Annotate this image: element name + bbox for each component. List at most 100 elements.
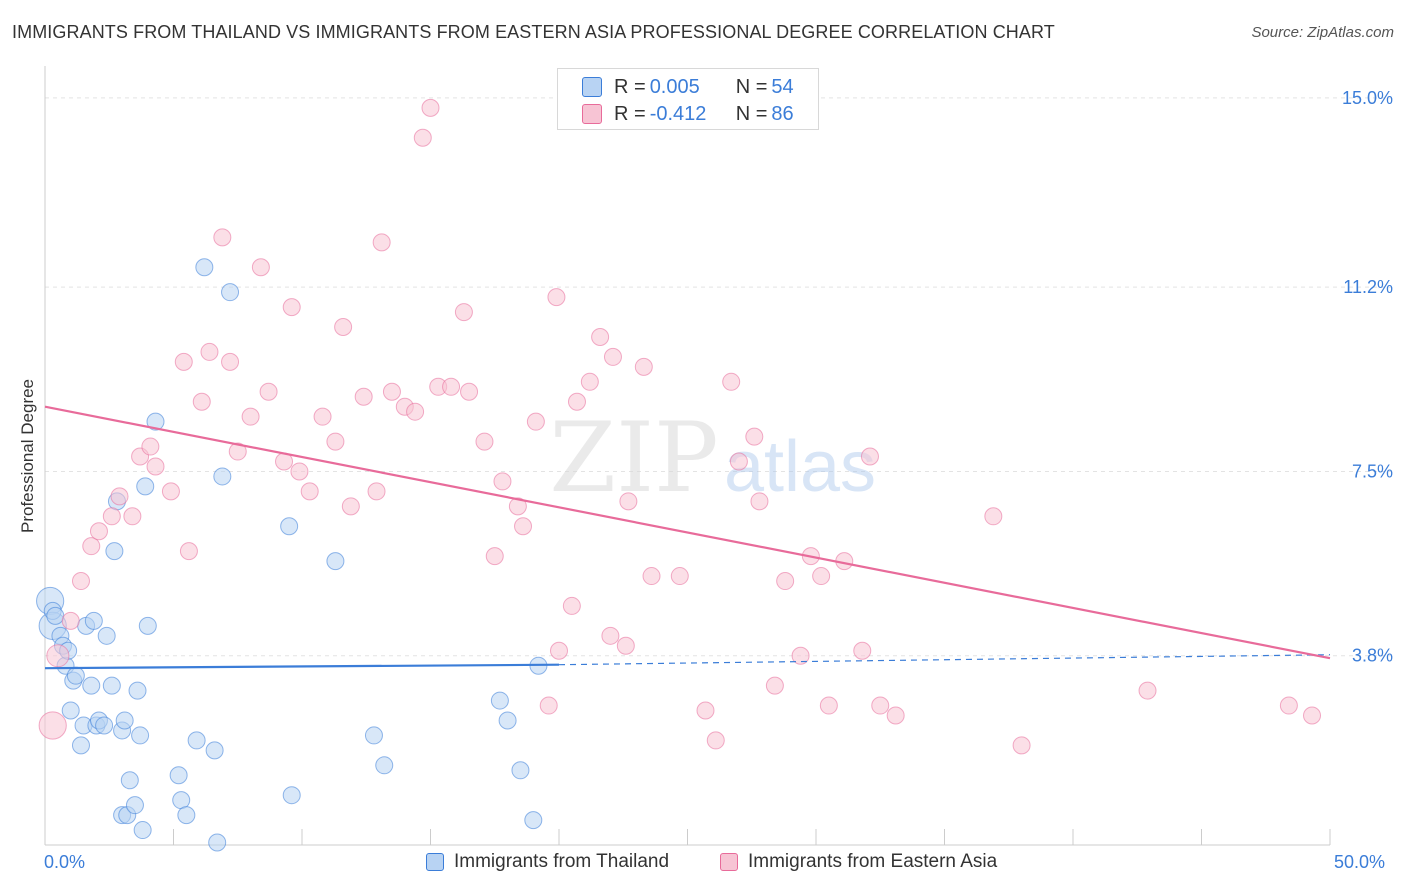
y-tick-label-2: 11.2% bbox=[1343, 277, 1393, 297]
thailand-point bbox=[490, 691, 509, 710]
thailand-point bbox=[282, 786, 301, 805]
thailand-point bbox=[169, 766, 188, 785]
eastern-asia-point bbox=[241, 407, 260, 426]
eastern-asia-point bbox=[313, 407, 332, 426]
stats-row-eastern-asia: R = -0.412 N = 86 bbox=[582, 101, 794, 127]
thailand-point bbox=[131, 726, 150, 745]
thailand-point bbox=[524, 811, 543, 830]
eastern-asia-point bbox=[791, 646, 810, 665]
stats-row-thailand: R = 0.005 N = 54 bbox=[582, 74, 794, 100]
eastern-asia-point bbox=[1012, 736, 1031, 755]
eastern-asia-point bbox=[634, 357, 653, 376]
thailand-point bbox=[46, 606, 65, 625]
eastern-asia-point bbox=[601, 626, 620, 645]
stats-n-value: 54 bbox=[771, 75, 794, 98]
thailand-point bbox=[66, 666, 85, 685]
eastern-asia-point bbox=[539, 696, 558, 715]
eastern-asia-point bbox=[123, 507, 142, 526]
y-tick-label-0: 3.8% bbox=[1352, 646, 1393, 666]
eastern-asia-point bbox=[454, 303, 473, 322]
eastern-asia-point bbox=[413, 128, 432, 147]
eastern-asia-point bbox=[300, 482, 319, 501]
eastern-asia-point bbox=[146, 457, 165, 476]
eastern-asia-point bbox=[251, 258, 270, 277]
eastern-asia-point bbox=[603, 347, 622, 366]
stats-n-label: N = bbox=[735, 75, 768, 98]
eastern-asia-point bbox=[670, 567, 689, 586]
eastern-asia-point bbox=[110, 487, 129, 506]
eastern-asia-point bbox=[334, 318, 353, 337]
eastern-asia-point bbox=[382, 382, 401, 401]
eastern-asia-point bbox=[341, 497, 360, 516]
eastern-asia-point bbox=[1279, 696, 1298, 715]
thailand-point bbox=[84, 611, 103, 630]
thailand-point bbox=[95, 716, 114, 735]
eastern-asia-point bbox=[984, 507, 1003, 526]
eastern-asia-point bbox=[514, 517, 533, 536]
eastern-asia-point bbox=[750, 492, 769, 511]
eastern-asia-point bbox=[61, 611, 80, 630]
x-tick-label-min: 0.0% bbox=[44, 852, 86, 872]
eastern-asia-point bbox=[812, 567, 831, 586]
eastern-asia-point bbox=[591, 327, 610, 346]
thailand-trend-extension bbox=[558, 654, 1331, 666]
thailand-point bbox=[375, 756, 394, 775]
eastern-asia-point bbox=[367, 482, 386, 501]
legend-item-thailand[interactable]: Immigrants from Thailand bbox=[426, 851, 669, 873]
eastern-asia-point bbox=[102, 507, 121, 526]
eastern-asia-point bbox=[221, 352, 240, 371]
correlation-stats-box: R = 0.005 N = 54 R = -0.412 N = 86 bbox=[557, 68, 819, 130]
eastern-asia-point bbox=[228, 442, 247, 461]
eastern-asia-point bbox=[282, 298, 301, 317]
eastern-asia-point bbox=[421, 98, 440, 117]
thailand-point bbox=[97, 626, 116, 645]
eastern-asia-point bbox=[372, 233, 391, 252]
series-thailand-points bbox=[36, 258, 548, 852]
legend-swatch-eastern-asia bbox=[720, 853, 738, 871]
eastern-asia-point bbox=[161, 482, 180, 501]
thailand-point bbox=[326, 552, 345, 571]
eastern-asia-point bbox=[853, 641, 872, 660]
thailand-point bbox=[125, 796, 144, 815]
legend: Immigrants from Thailand Immigrants from… bbox=[0, 851, 1406, 879]
stats-swatch-eastern-asia bbox=[582, 104, 602, 124]
eastern-asia-point bbox=[765, 676, 784, 695]
trend-lines bbox=[44, 405, 1331, 670]
stats-r-label: R = bbox=[614, 75, 646, 98]
eastern-asia-point bbox=[406, 402, 425, 421]
eastern-asia-point bbox=[174, 352, 193, 371]
x-tick-label-max: 50.0% bbox=[1334, 852, 1386, 872]
legend-item-eastern-asia[interactable]: Immigrants from Eastern Asia bbox=[720, 851, 997, 873]
y-tick-label-1: 7.5% bbox=[1352, 461, 1393, 481]
eastern-asia-point bbox=[46, 644, 70, 668]
eastern-asia-point bbox=[179, 542, 198, 561]
thailand-point bbox=[172, 791, 191, 810]
thailand-point bbox=[213, 467, 232, 486]
thailand-point bbox=[187, 731, 206, 750]
eastern-asia-point bbox=[619, 492, 638, 511]
eastern-asia-point bbox=[82, 537, 101, 556]
thailand-trend-line bbox=[44, 663, 560, 670]
eastern-asia-point bbox=[89, 522, 108, 541]
eastern-asia-point bbox=[819, 696, 838, 715]
eastern-asia-point bbox=[259, 382, 278, 401]
stats-r-value: 0.005 bbox=[649, 75, 700, 98]
eastern-asia-point bbox=[290, 462, 309, 481]
eastern-asia-trend-line bbox=[44, 405, 1331, 660]
thailand-point bbox=[146, 412, 165, 431]
grid-lines bbox=[45, 97, 1392, 657]
thailand-point bbox=[205, 741, 224, 760]
eastern-asia-point bbox=[616, 636, 635, 655]
eastern-asia-point bbox=[71, 572, 90, 591]
eastern-asia-point bbox=[508, 497, 527, 516]
eastern-asia-point bbox=[722, 372, 741, 391]
y-tick-label-3: 15.0% bbox=[1342, 88, 1393, 108]
legend-swatch-thailand bbox=[426, 853, 444, 871]
y-tick-labels: 3.8% 7.5% 11.2% 15.0% bbox=[1342, 88, 1393, 666]
eastern-asia-point bbox=[860, 447, 879, 466]
eastern-asia-point bbox=[567, 392, 586, 411]
thailand-point bbox=[280, 517, 299, 536]
thailand-point bbox=[105, 542, 124, 561]
eastern-asia-point bbox=[493, 472, 512, 491]
